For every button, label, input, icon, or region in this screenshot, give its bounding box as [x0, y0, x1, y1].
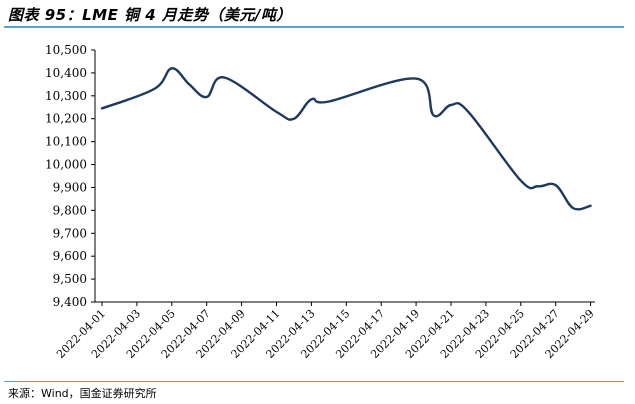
x-axis-ticks: 2022-04-012022-04-032022-04-052022-04-07…	[54, 302, 597, 361]
y-tick-label: 9,800	[53, 203, 87, 217]
source-note: 来源：Wind，国金证券研究所	[8, 387, 157, 400]
y-tick-label: 9,700	[53, 226, 87, 240]
y-tick-label: 9,400	[53, 295, 87, 309]
y-tick-label: 10,400	[45, 66, 87, 80]
y-axis-ticks: 9,400 9,500 9,600 9,700 9,800 9,900 10,000 10,1…	[45, 43, 95, 309]
y-tick-label: 10,200	[45, 112, 87, 126]
y-tick-label: 10,000	[45, 158, 87, 172]
chart-title: 图表 95：LME 铜 4 月走势（美元/吨）	[8, 6, 292, 24]
y-tick-label: 9,500	[53, 272, 87, 286]
y-tick-label: 9,900	[53, 180, 87, 194]
y-tick-label: 10,100	[45, 135, 87, 149]
series-group	[100, 67, 592, 211]
chart-axes	[94, 50, 595, 303]
series-line	[100, 67, 592, 211]
footer-divider	[4, 381, 624, 382]
y-tick-label: 9,600	[53, 249, 87, 263]
y-tick-label: 10,300	[45, 89, 87, 103]
title-divider	[4, 26, 624, 28]
y-tick-label: 10,500	[45, 43, 87, 57]
